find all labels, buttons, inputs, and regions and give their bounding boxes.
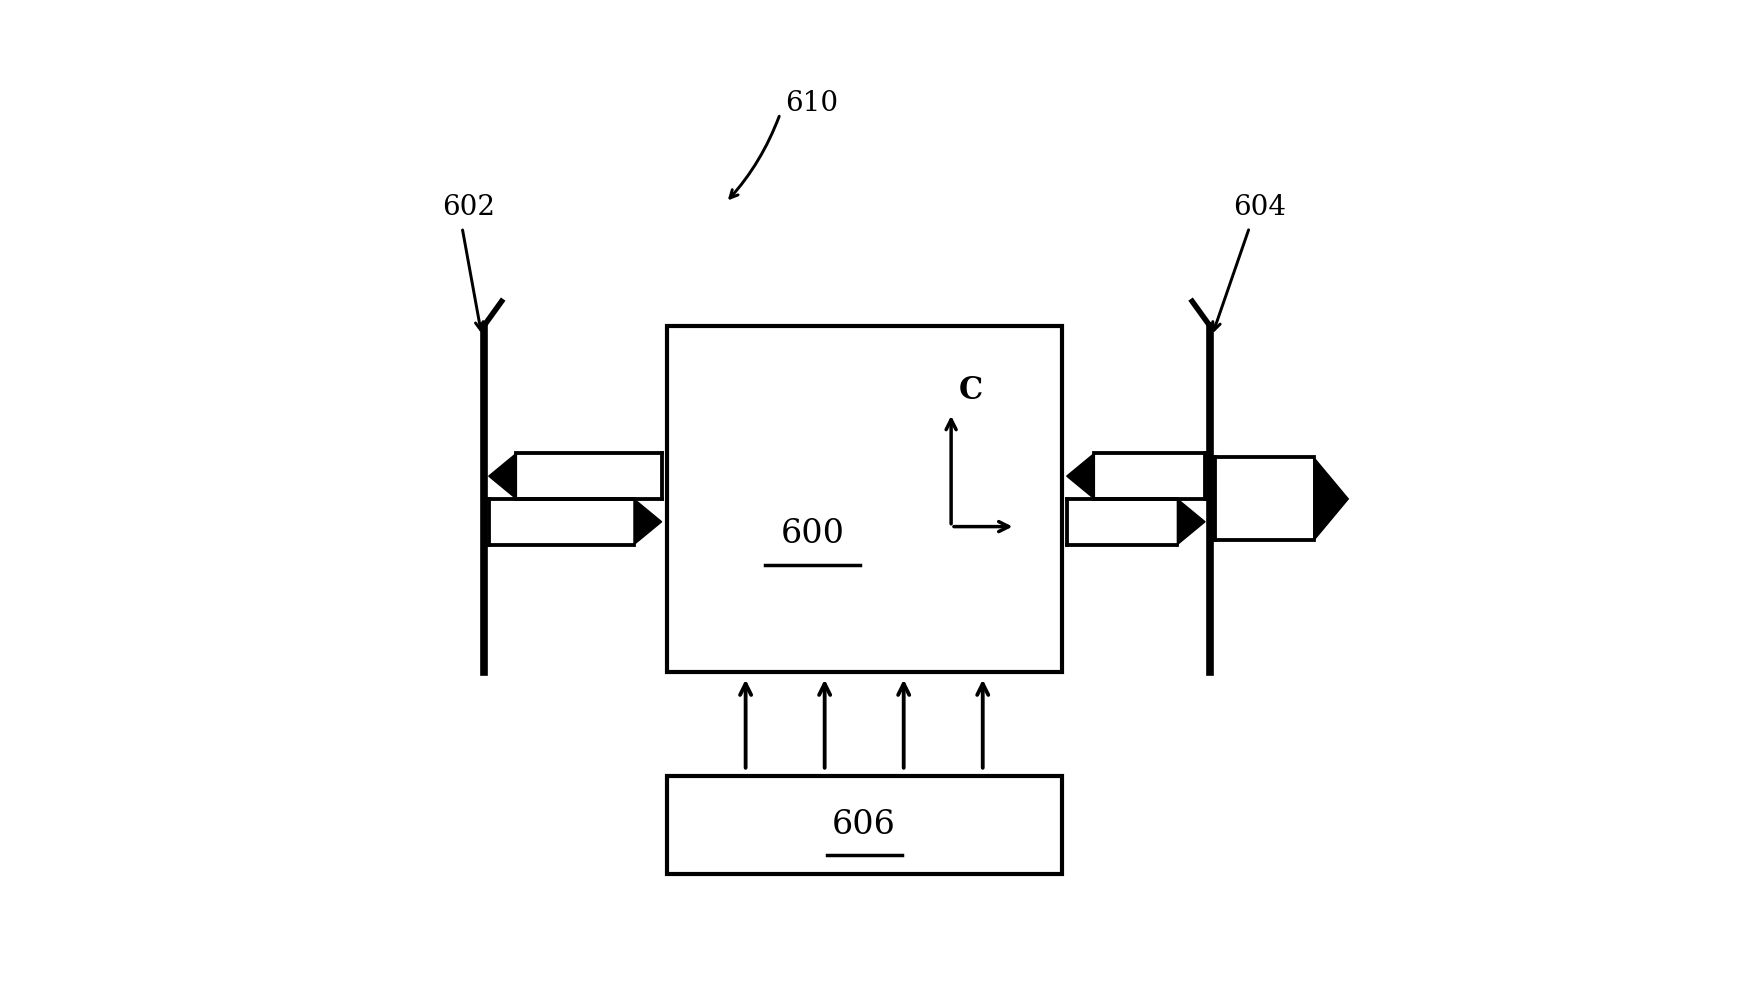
Text: 606: 606 bbox=[831, 809, 896, 841]
Polygon shape bbox=[634, 499, 661, 544]
Bar bbox=[666, 776, 1061, 874]
Polygon shape bbox=[488, 453, 517, 499]
Polygon shape bbox=[1177, 499, 1204, 544]
Polygon shape bbox=[1066, 453, 1095, 499]
Text: C: C bbox=[959, 375, 982, 406]
Text: 604: 604 bbox=[1232, 194, 1284, 221]
Text: 600: 600 bbox=[780, 518, 845, 549]
Text: 602: 602 bbox=[443, 194, 495, 221]
Bar bbox=[666, 326, 1061, 672]
Text: 610: 610 bbox=[785, 90, 838, 118]
Polygon shape bbox=[1312, 457, 1348, 540]
